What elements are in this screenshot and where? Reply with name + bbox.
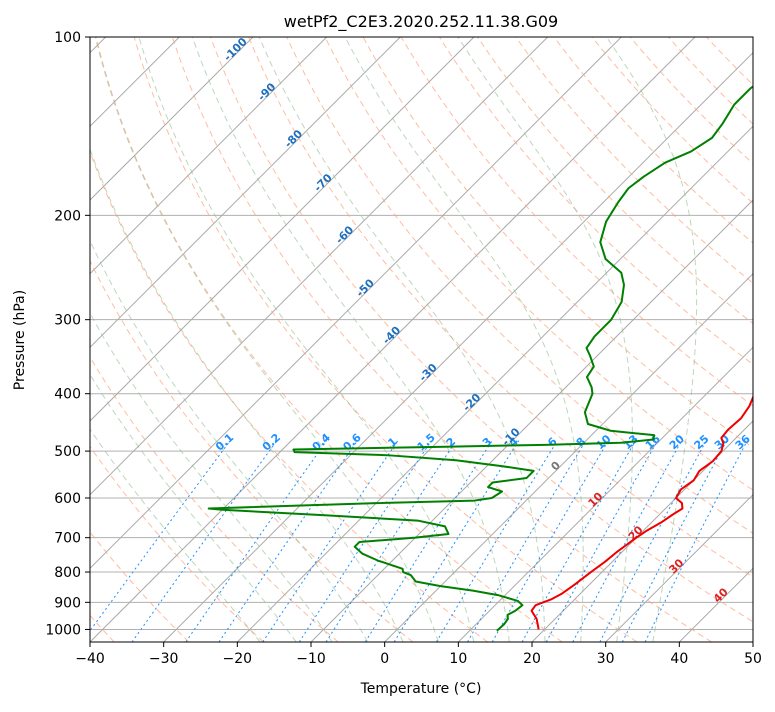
x-tick-label: −10	[296, 651, 326, 667]
y-tick-label: 600	[54, 491, 81, 507]
y-tick-label: 500	[54, 444, 81, 460]
y-tick-label: 700	[54, 531, 81, 547]
y-tick-label: 800	[54, 565, 81, 581]
y-tick-label: 400	[54, 387, 81, 403]
y-tick-label: 200	[54, 208, 81, 224]
chart-title: wetPf2_C2E3.2020.252.11.38.G09	[284, 12, 558, 32]
x-tick-label: 10	[449, 651, 467, 667]
x-axis-label: Temperature (°C)	[360, 681, 482, 697]
y-tick-label: 900	[54, 595, 81, 611]
y-tick-label: 300	[54, 313, 81, 329]
x-tick-label: 0	[380, 651, 389, 667]
x-tick-label: −30	[149, 651, 179, 667]
x-tick-label: 50	[744, 651, 762, 667]
y-axis-label: Pressure (hPa)	[12, 290, 28, 390]
x-tick-label: 30	[597, 651, 615, 667]
x-tick-label: 20	[523, 651, 541, 667]
y-tick-label: 1000	[45, 622, 81, 638]
y-tick-label: 100	[54, 30, 81, 46]
x-tick-label: −40	[75, 651, 105, 667]
x-tick-label: 40	[670, 651, 688, 667]
x-tick-label: −20	[223, 651, 253, 667]
